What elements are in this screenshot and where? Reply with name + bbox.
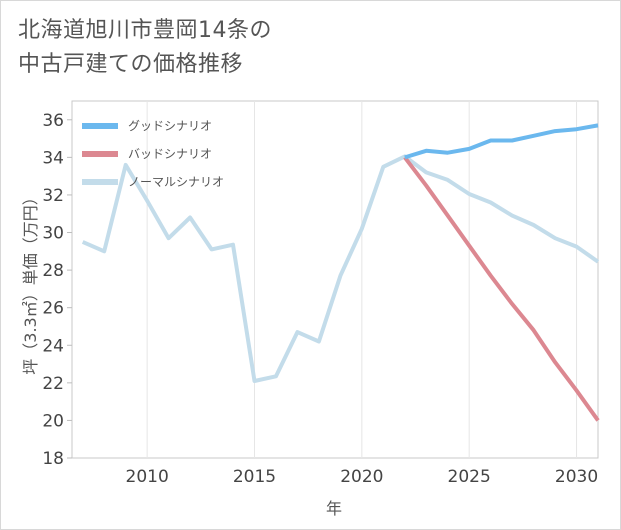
chart-title-line-1: 北海道旭川市豊岡14条の [18, 18, 272, 43]
chart-title: 北海道旭川市豊岡14条の 中古戸建ての価格推移 [18, 14, 272, 82]
legend-label-0: グッドシナリオ [128, 119, 212, 133]
series-line-1 [403, 156, 600, 422]
y-tick-label-20: 20 [42, 411, 64, 431]
x-tick-label-2015: 2015 [233, 467, 276, 487]
y-tick-label-28: 28 [42, 261, 64, 281]
chart-title-line-2: 中古戸建ての価格推移 [18, 52, 244, 77]
x-axis-title: 年 [326, 499, 342, 518]
series-group [81, 123, 600, 422]
y-tick-label-26: 26 [42, 299, 64, 319]
y-tick-label-22: 22 [42, 374, 64, 394]
legend-label-1: バッドシナリオ [128, 147, 212, 161]
y-axis-title: 坪（3.3㎡）単価（万円） [21, 189, 40, 374]
y-tick-label-30: 30 [42, 224, 64, 244]
x-tick-label-2025: 2025 [448, 467, 491, 487]
y-tick-label-32: 32 [42, 186, 64, 206]
y-tick-label-36: 36 [42, 111, 64, 131]
grid-lines [146, 101, 578, 458]
plot-area [71, 100, 599, 459]
y-axis: 18 20 22 24 26 28 30 32 34 36 [42, 111, 72, 469]
series-line-2 [81, 154, 600, 383]
y-tick-label-24: 24 [42, 336, 64, 356]
series-line-0 [404, 123, 599, 160]
y-tick-label-18: 18 [42, 449, 64, 469]
x-axis: 2010 2015 2020 2025 2030 [126, 467, 599, 487]
y-tick-label-34: 34 [42, 148, 64, 168]
x-tick-label-2030: 2030 [555, 467, 598, 487]
x-tick-label-2020: 2020 [340, 467, 383, 487]
legend-label-2: ノーマルシナリオ [128, 175, 224, 189]
x-tick-label-2010: 2010 [126, 467, 169, 487]
